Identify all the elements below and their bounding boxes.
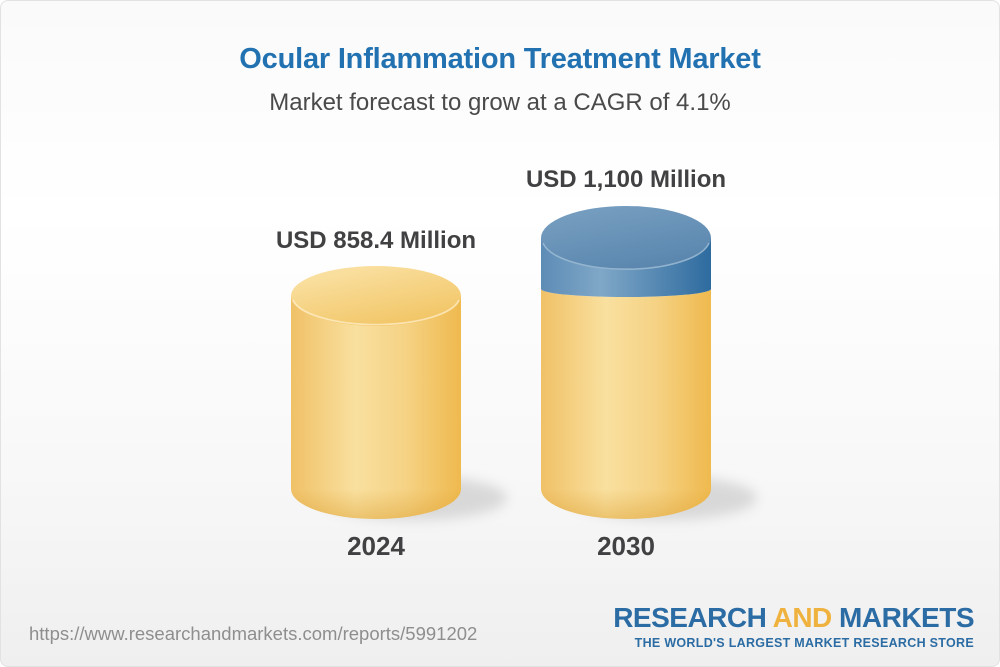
logo-wordmark: RESEARCH AND MARKETS <box>613 604 974 632</box>
bar-2024 <box>291 266 461 519</box>
bar-2024-value-label: USD 858.4 Million <box>275 227 477 254</box>
logo-tagline: THE WORLD'S LARGEST MARKET RESEARCH STOR… <box>634 636 974 650</box>
bar-2024-category-label: 2024 <box>347 531 405 561</box>
research-and-markets-logo: RESEARCH AND MARKETS THE WORLD'S LARGEST… <box>613 604 974 650</box>
report-url: https://www.researchandmarkets.com/repor… <box>29 623 478 644</box>
logo-word-markets: MARKETS <box>839 602 974 633</box>
logo-word-research: RESEARCH <box>613 602 767 633</box>
logo-word-and: AND <box>772 602 833 633</box>
page-title: Ocular Inflammation Treatment Market <box>239 43 761 75</box>
page-subtitle: Market forecast to grow at a CAGR of 4.1… <box>269 89 731 116</box>
bar-2030-value-label: USD 1,100 Million <box>525 166 727 193</box>
bar-2030-category-label: 2030 <box>597 531 655 561</box>
bar-2030 <box>541 206 711 519</box>
